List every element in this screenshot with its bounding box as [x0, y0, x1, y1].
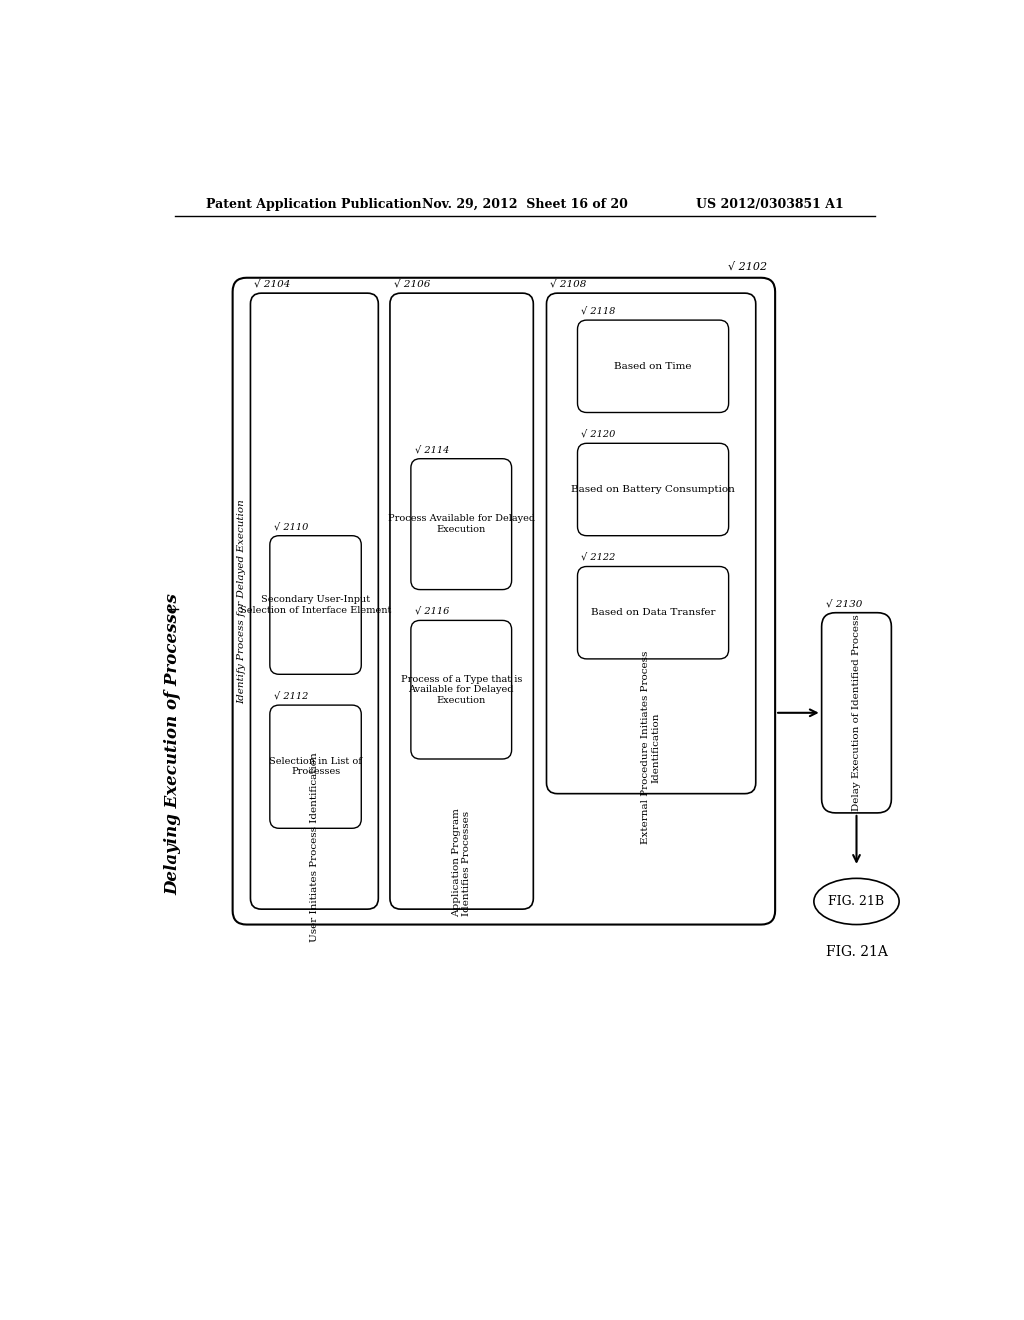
- Text: √ 2118: √ 2118: [582, 306, 615, 315]
- FancyBboxPatch shape: [821, 612, 891, 813]
- FancyBboxPatch shape: [411, 459, 512, 590]
- FancyBboxPatch shape: [578, 444, 729, 536]
- Text: Based on Data Transfer: Based on Data Transfer: [591, 609, 716, 618]
- FancyBboxPatch shape: [270, 536, 361, 675]
- FancyBboxPatch shape: [251, 293, 378, 909]
- Text: Process Available for Delayed
Execution: Process Available for Delayed Execution: [388, 515, 535, 533]
- Text: Process of a Type that is
Available for Delayed
Execution: Process of a Type that is Available for …: [400, 675, 522, 705]
- Text: √ 2112: √ 2112: [273, 692, 308, 701]
- FancyBboxPatch shape: [578, 566, 729, 659]
- Text: Identify Process for Delayed Execution: Identify Process for Delayed Execution: [238, 499, 247, 704]
- Text: Delaying Execution of Processes: Delaying Execution of Processes: [165, 593, 181, 895]
- Text: US 2012/0303851 A1: US 2012/0303851 A1: [696, 198, 844, 211]
- Text: √ 2110: √ 2110: [273, 523, 308, 531]
- FancyBboxPatch shape: [232, 277, 775, 924]
- Text: External Procedure Initiates Process
Identification: External Procedure Initiates Process Ide…: [641, 651, 660, 843]
- Text: FIG. 21B: FIG. 21B: [828, 895, 885, 908]
- Text: √ 2104: √ 2104: [254, 280, 291, 289]
- Text: √ 2120: √ 2120: [582, 430, 615, 438]
- FancyBboxPatch shape: [547, 293, 756, 793]
- FancyBboxPatch shape: [390, 293, 534, 909]
- FancyBboxPatch shape: [270, 705, 361, 829]
- Text: Secondary User-Input
Selection of Interface Element: Secondary User-Input Selection of Interf…: [240, 595, 391, 615]
- Text: Based on Battery Consumption: Based on Battery Consumption: [571, 484, 735, 494]
- FancyBboxPatch shape: [578, 321, 729, 412]
- Text: Nov. 29, 2012  Sheet 16 of 20: Nov. 29, 2012 Sheet 16 of 20: [422, 198, 628, 211]
- Text: FIG. 21A: FIG. 21A: [825, 945, 888, 958]
- Text: Based on Time: Based on Time: [614, 362, 692, 371]
- Ellipse shape: [814, 878, 899, 924]
- Text: √ 2102: √ 2102: [728, 261, 767, 272]
- FancyBboxPatch shape: [411, 620, 512, 759]
- Text: User Initiates Process Identification: User Initiates Process Identification: [310, 752, 318, 942]
- Text: √ 2106: √ 2106: [394, 280, 430, 289]
- Text: √ 2130: √ 2130: [825, 599, 862, 609]
- Text: √ 2122: √ 2122: [582, 553, 615, 562]
- Text: Application Program
Identifies Processes: Application Program Identifies Processes: [452, 809, 471, 917]
- Text: Delay Execution of Identified Process: Delay Execution of Identified Process: [852, 614, 861, 812]
- Text: Patent Application Publication: Patent Application Publication: [206, 198, 421, 211]
- Text: √ 2114: √ 2114: [415, 445, 450, 454]
- Text: √ 2108: √ 2108: [550, 280, 587, 289]
- Text: √ 2116: √ 2116: [415, 607, 450, 615]
- Text: Selection in List of
Processes: Selection in List of Processes: [269, 756, 362, 776]
